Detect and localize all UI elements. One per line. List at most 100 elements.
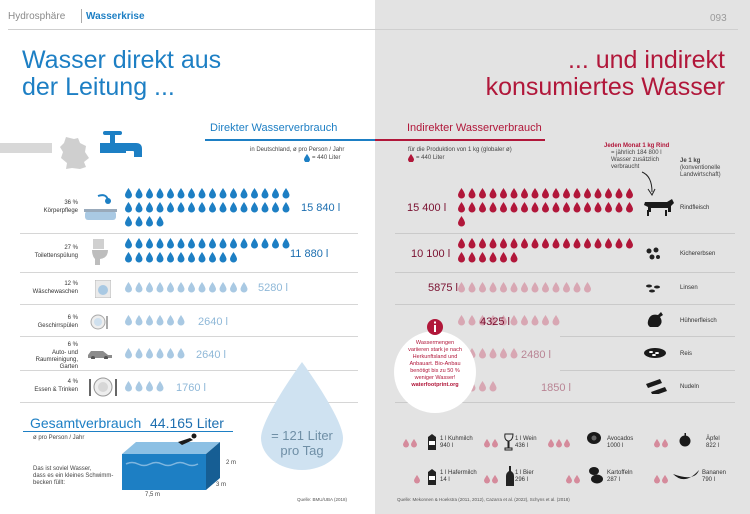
right-panel-background xyxy=(375,0,750,514)
row-divider xyxy=(395,304,735,305)
indirect-drop xyxy=(521,188,528,199)
avocado-icon xyxy=(587,432,601,444)
indirect-drop xyxy=(479,252,486,263)
row-divider xyxy=(20,272,358,273)
beer-bottle-icon xyxy=(506,466,514,486)
indirect-drop xyxy=(479,282,486,293)
indirect-drop xyxy=(563,202,570,213)
direct-drop xyxy=(146,252,153,263)
indirect-drop xyxy=(468,282,476,293)
direct-drop xyxy=(219,202,227,213)
direct-drops-waeschewaschen xyxy=(125,282,248,293)
indirect-value-kichererbsen: 10 100 l xyxy=(411,248,451,260)
indirect-drop xyxy=(605,188,612,199)
indirect-drop xyxy=(542,282,549,293)
direct-drop xyxy=(146,188,153,199)
blood-drop-legend-icon xyxy=(408,154,414,162)
indirect-drop xyxy=(573,202,581,213)
product-name-avocados: Avocados xyxy=(607,436,634,442)
direct-drop xyxy=(177,348,185,359)
food-label-rindfleisch: Rindfleisch xyxy=(680,205,710,211)
breadcrumb-divider xyxy=(81,9,82,23)
apple-icon xyxy=(679,433,691,447)
indirect-drop xyxy=(552,202,560,213)
indirect-drop xyxy=(458,315,465,326)
chickpeas-icon xyxy=(646,247,660,260)
pool-dimension-depth: 2 m xyxy=(226,460,237,466)
indirect-drop xyxy=(468,252,476,263)
food-label-nudeln: Nudeln xyxy=(680,384,700,390)
breadcrumb-wasserkrise[interactable]: Wasserkrise xyxy=(86,11,145,22)
product-drops-aepfel xyxy=(654,439,668,448)
direct-drop xyxy=(135,282,143,293)
chicken-icon xyxy=(647,312,663,327)
direct-drops-toilettenspuelung xyxy=(125,238,290,263)
swimmer-icon xyxy=(178,433,197,445)
indirect-drop xyxy=(489,381,497,392)
indirect-drop xyxy=(552,238,560,249)
big-water-drop-icon xyxy=(261,362,343,470)
direct-drop xyxy=(240,202,248,213)
direct-drop xyxy=(167,202,174,213)
swimming-pool-icon xyxy=(122,442,220,490)
total-rule xyxy=(23,431,233,432)
product-value-avocados: 1000 l xyxy=(607,443,624,449)
row-divider xyxy=(20,370,358,371)
info-icon[interactable] xyxy=(426,318,444,336)
indirect-drop xyxy=(563,238,570,249)
product-name-kuhmilch: 1 l Kuhmilch xyxy=(440,436,473,442)
direct-drop xyxy=(135,202,143,213)
indirect-drop xyxy=(468,238,476,249)
indirect-drop xyxy=(468,202,476,213)
indirect-value-nudeln: 1850 l xyxy=(541,382,571,394)
direct-drop xyxy=(177,315,185,326)
row-percent-geschirrspuelen: 6 % xyxy=(67,315,78,321)
toilet-icon xyxy=(92,239,108,265)
direct-drop xyxy=(209,188,216,199)
indirect-note-line2: = 440 Liter xyxy=(416,155,445,161)
row-divider xyxy=(20,402,358,403)
direct-value-autoreinigung: 2640 l xyxy=(196,349,226,361)
row-divider xyxy=(560,336,735,337)
product-value-kuhmilch: 940 l xyxy=(440,443,454,449)
direct-drop xyxy=(146,216,153,227)
indirect-drop xyxy=(521,315,528,326)
product-drops-bananen xyxy=(654,475,668,484)
car-icon xyxy=(88,351,112,359)
direct-drop xyxy=(272,202,279,213)
direct-drop xyxy=(240,282,248,293)
direct-drop xyxy=(146,202,153,213)
indirect-drop xyxy=(479,238,486,249)
row-divider xyxy=(20,304,358,305)
direct-drop xyxy=(177,202,185,213)
direct-note-line1: in Deutschland, ø pro Person / Jahr xyxy=(250,147,345,153)
wine-glass-icon xyxy=(504,433,514,451)
indirect-drop xyxy=(489,315,497,326)
direct-drop xyxy=(125,282,132,293)
row-divider xyxy=(395,402,735,403)
direct-drop xyxy=(167,252,174,263)
breadcrumb-hydrosphaere[interactable]: Hydrosphäre xyxy=(8,11,66,22)
indirect-drop xyxy=(531,188,539,199)
lentils-icon xyxy=(646,284,660,293)
info-link-waterfootprint[interactable]: waterfootprint.org xyxy=(411,382,459,388)
direct-drop xyxy=(240,238,248,249)
direct-drop xyxy=(219,282,227,293)
direct-value-geschirrspuelen: 2640 l xyxy=(198,316,228,328)
indirect-drop xyxy=(594,188,602,199)
indirect-drop xyxy=(479,315,486,326)
product-value-bier: 296 l xyxy=(515,477,529,483)
indirect-drop xyxy=(489,348,497,359)
indirect-drop xyxy=(489,282,497,293)
direct-drop xyxy=(198,238,206,249)
indirect-heading: Indirekter Wasserverbrauch xyxy=(407,122,542,134)
indirect-drop xyxy=(458,252,465,263)
indirect-drop xyxy=(584,282,591,293)
direct-drop xyxy=(188,202,195,213)
product-value-bananen: 790 l xyxy=(702,477,716,483)
shower-bathtub-icon xyxy=(84,194,117,220)
row-percent-autoreinigung: 6 % xyxy=(67,342,78,348)
direct-drop xyxy=(261,202,269,213)
indirect-drop xyxy=(500,282,507,293)
direct-drop xyxy=(188,238,195,249)
